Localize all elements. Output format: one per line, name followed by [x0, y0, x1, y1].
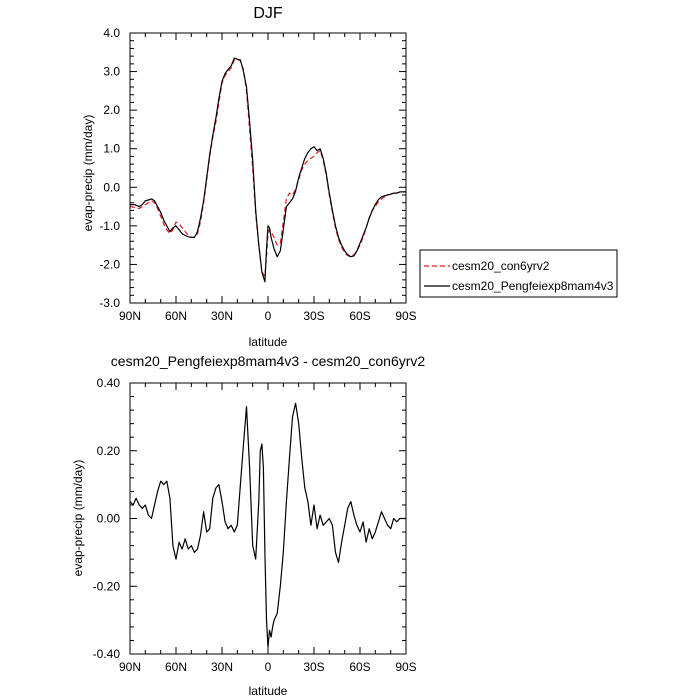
series-line-0	[129, 402, 406, 648]
y-tick-label: -1.0	[99, 219, 120, 233]
x-tick-label: 90N	[119, 660, 141, 674]
y-tick-label: 4.0	[103, 26, 120, 40]
x-tick-label: 0	[265, 309, 272, 323]
x-tick-label: 30S	[303, 309, 324, 323]
series-line-1	[130, 57, 406, 283]
djf-panel: DJF evap-precip (mm/day) latitude 90N 60N…	[81, 5, 417, 349]
y-tick-label: 0.20	[97, 444, 121, 458]
y-tick-label: -3.0	[99, 296, 120, 310]
tick-group: 90N 60N 30N 0 30S 60S 90S -3.0 -2.0 -1.0 0.0 1.0 2.0…	[99, 26, 416, 323]
legend-label-series-0: cesm20_con6yrv2	[452, 259, 550, 273]
x-tick-label: 60N	[165, 660, 187, 674]
y-tick-label: -2.0	[99, 257, 120, 271]
x-tick-label: 90S	[395, 309, 416, 323]
y-tick-label: 1.0	[103, 142, 120, 156]
y-tick-label: -0.20	[93, 579, 121, 593]
x-axis-label: latitude	[249, 684, 288, 698]
y-tick-label: 2.0	[103, 103, 120, 117]
tick-group: 90N 60N 30N 0 30S 60S 90S -0.40 -0.20 0.00 0.20 0.4…	[93, 376, 417, 674]
x-tick-label: 30S	[303, 660, 324, 674]
plot-area	[129, 402, 406, 648]
x-tick-label: 0	[265, 660, 272, 674]
difference-panel: cesm20_Pengfeiexp8mam4v3 - cesm20_con6yr…	[71, 353, 425, 698]
legend-box	[419, 249, 618, 298]
x-tick-label: 60N	[165, 309, 187, 323]
plot-frame	[129, 32, 407, 304]
y-tick-label: 0.00	[97, 512, 121, 526]
x-tick-label: 60S	[349, 309, 370, 323]
x-tick-label: 90N	[119, 309, 141, 323]
x-tick-label: 60S	[349, 660, 370, 674]
x-tick-label: 30N	[211, 660, 233, 674]
legend: cesm20_con6yrv2 cesm20_Pengfeiexp8mam4v3	[419, 249, 618, 298]
y-tick-label: 3.0	[103, 65, 120, 79]
y-tick-label: 0.40	[97, 376, 121, 390]
plot-area	[129, 57, 406, 283]
plot-frame	[129, 382, 407, 655]
x-tick-label: 30N	[211, 309, 233, 323]
y-axis-label: evap-precip (mm/day)	[81, 115, 95, 232]
x-tick-label: 90S	[395, 660, 416, 674]
panel-title: DJF	[253, 5, 283, 22]
legend-label-series-1: cesm20_Pengfeiexp8mam4v3	[452, 279, 614, 293]
panel-title: cesm20_Pengfeiexp8mam4v3 - cesm20_con6yr…	[111, 353, 426, 369]
y-tick-label: -0.40	[93, 647, 121, 661]
series-line-0	[129, 58, 406, 277]
x-axis-label: latitude	[249, 335, 288, 349]
y-axis-label: evap-precip (mm/day)	[71, 460, 85, 577]
y-tick-label: 0.0	[103, 180, 120, 194]
